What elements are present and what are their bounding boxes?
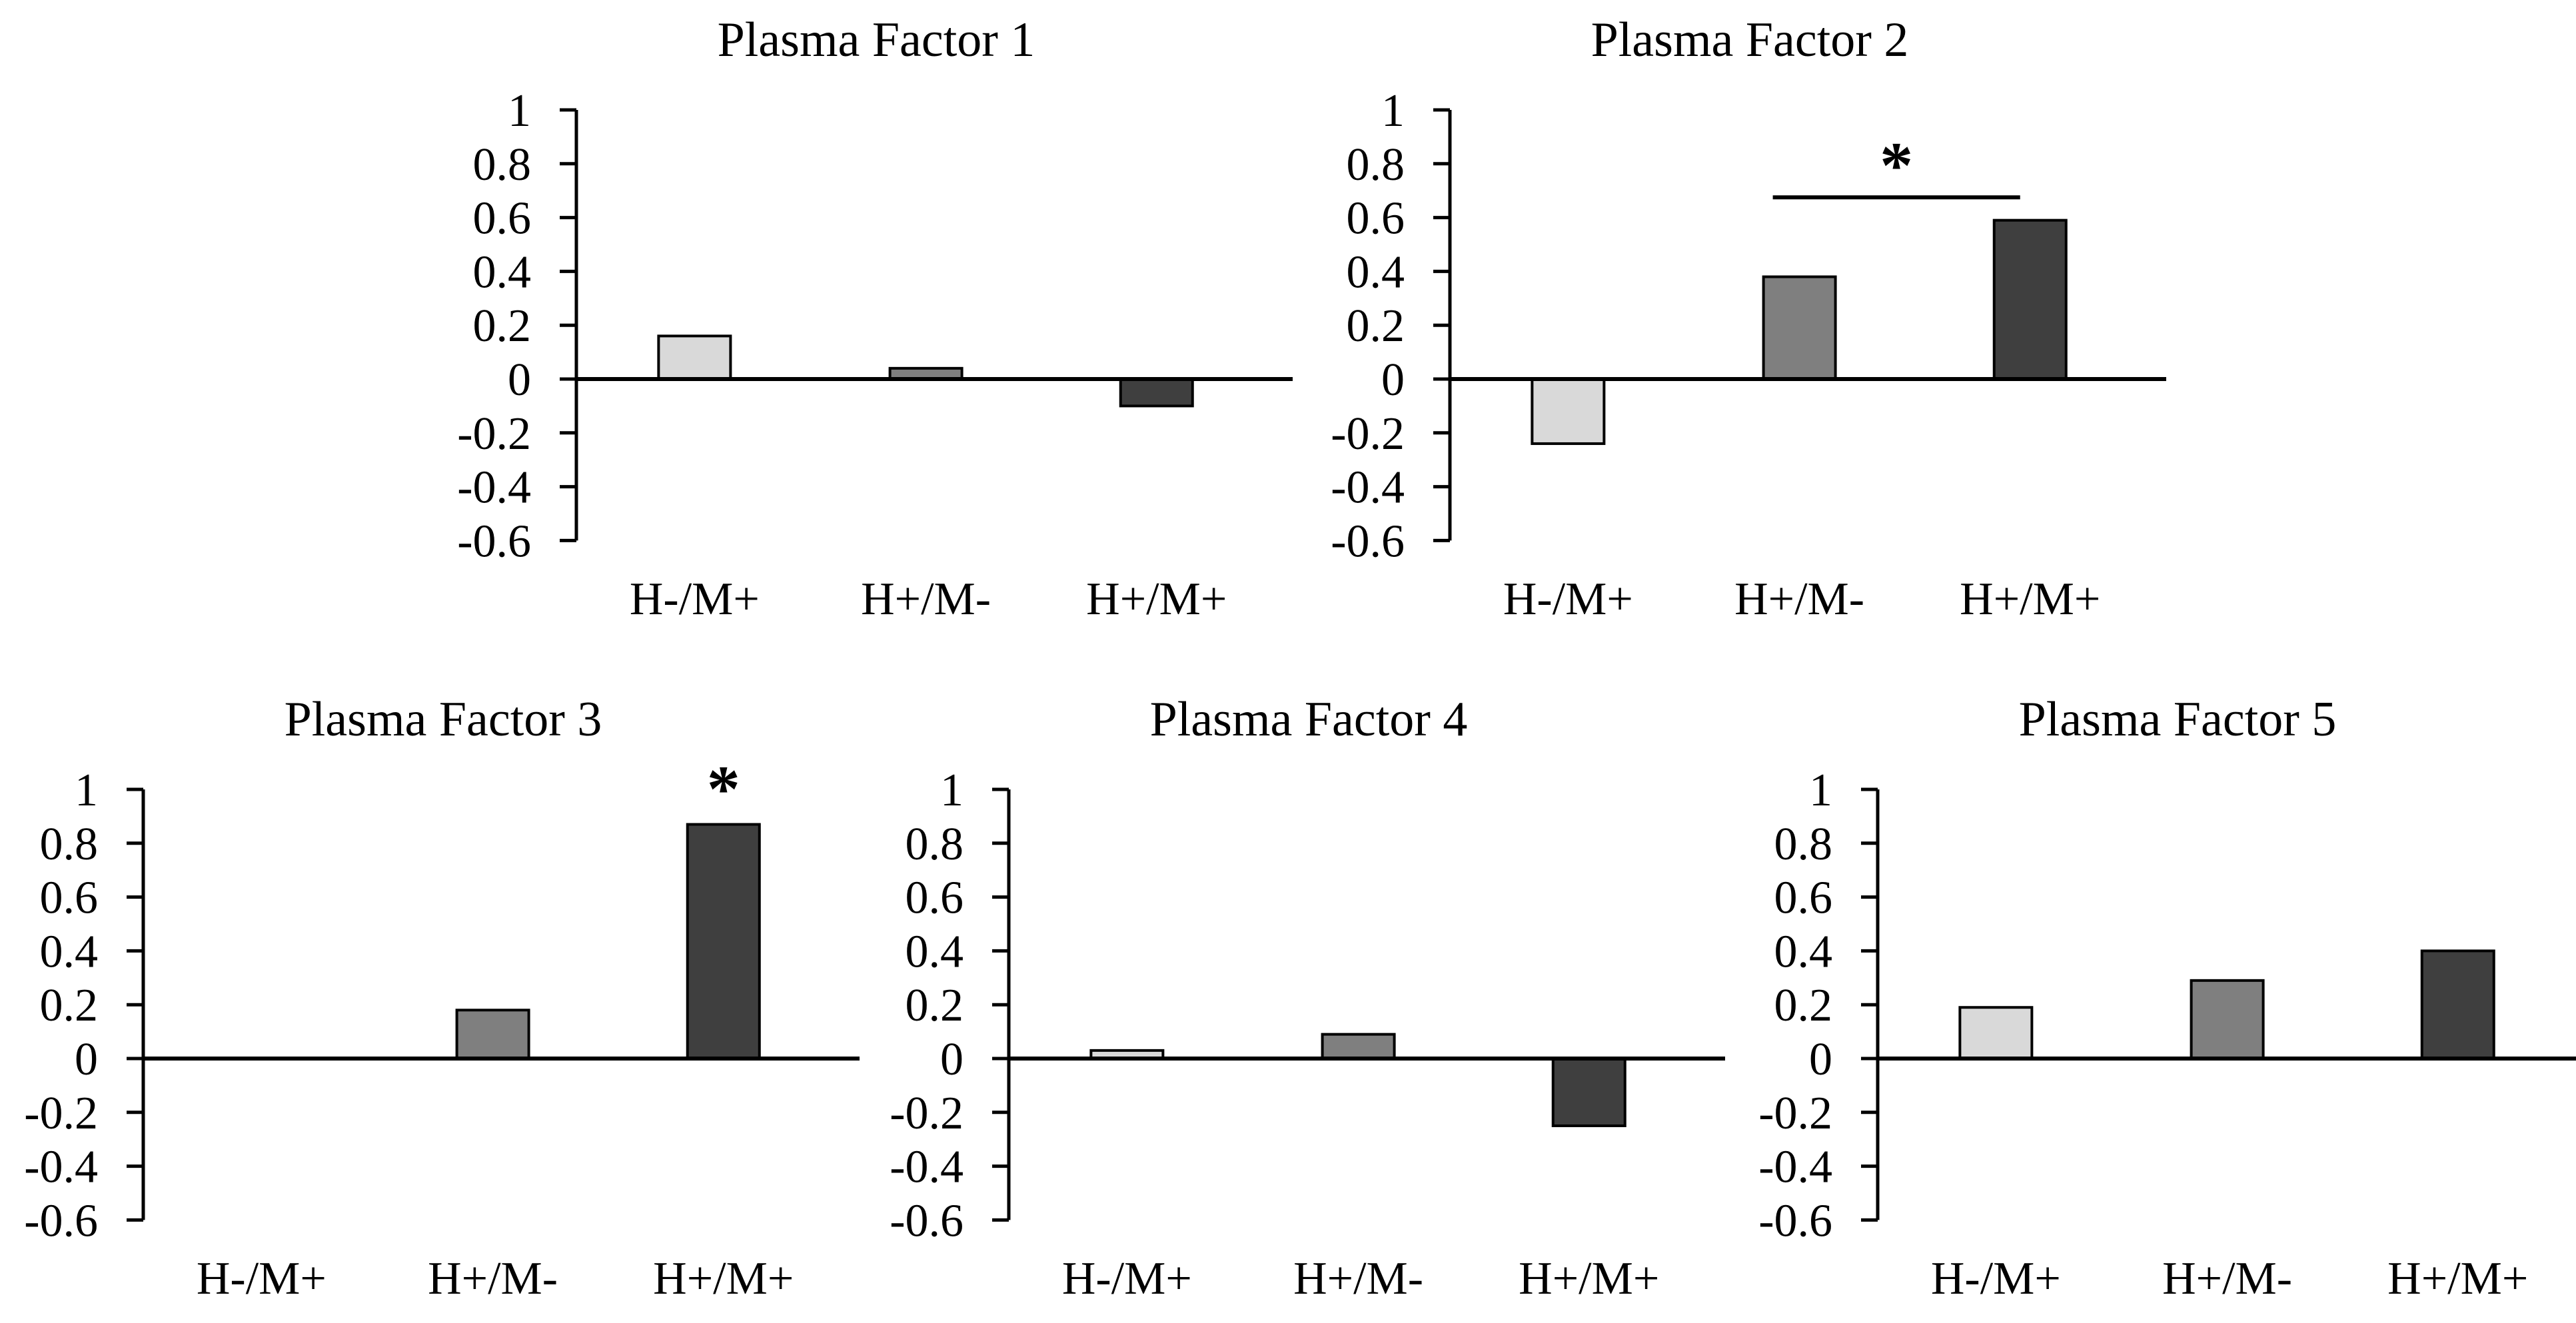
bar-h-plus-m-minus [455, 1009, 530, 1060]
y-axis-tick-label: 1 [75, 765, 98, 816]
category-label-h-minus-m-plus: H-/M+ [197, 1253, 326, 1304]
y-axis-tick-label: 0 [1381, 354, 1405, 406]
y-axis-tick-label: 0.8 [906, 819, 964, 870]
bar-h-plus-m-plus [1551, 1057, 1626, 1127]
chart-svg-plasma-factor-1: Plasma Factor 1 10.80.60.40.20-0.2-0.4-0.… [457, 13, 1293, 625]
chart-svg-plasma-factor-5: Plasma Factor 5 10.80.60.40.20-0.2-0.4-0.… [1758, 692, 2576, 1304]
y-axis-tick-label: 0.6 [1774, 873, 1833, 924]
y-axis-tick-label: -0.2 [890, 1088, 964, 1139]
bar-h-plus-m-plus [2420, 949, 2495, 1060]
y-axis-tick-label: 0 [940, 1034, 964, 1085]
chart-plasma-factor-2: Plasma Factor 2 1 0.8 0.6 0.4 0.2 0 -0.2 -0.4 -0.… [1297, 0, 2216, 644]
chart-svg-plasma-factor-2: Plasma Factor 2 10.80.60.40.20-0.2-0.4-0.… [1331, 13, 2166, 625]
bar-h-plus-m-minus [1321, 1033, 1396, 1061]
y-axis-tick-label: 0.2 [906, 980, 964, 1031]
category-label-h-plus-m-plus: H+/M+ [1086, 574, 1227, 625]
y-axis-tick-label: -0.4 [1758, 1142, 1832, 1193]
bar-h-plus-m-minus [2190, 979, 2265, 1060]
category-label-h-minus-m-plus: H-/M+ [1503, 574, 1633, 625]
chart-plasma-factor-3: Plasma Factor 3 1 0.8 0.6 0.4 0.2 0 -0.2 -0.4 -0.… [0, 679, 910, 1323]
bar-h-plus-m-minus [1762, 275, 1837, 381]
y-axis-tick-label: 0.6 [906, 873, 964, 924]
y-axis-tick-label: -0.4 [457, 462, 531, 514]
category-label-h-plus-m-minus: H+/M- [1734, 574, 1864, 625]
y-axis-tick-label: -0.4 [24, 1142, 98, 1193]
category-label-h-minus-m-plus: H-/M+ [1931, 1253, 2061, 1304]
y-axis-tick-label: 0.4 [40, 926, 99, 977]
bar-h-minus-m-plus [657, 334, 732, 380]
y-axis-tick-label: -0.4 [890, 1142, 964, 1193]
y-axis-tick-label: 0 [508, 354, 531, 406]
y-axis-tick-label: 0.2 [1774, 980, 1833, 1031]
category-label-h-minus-m-plus: H-/M+ [630, 574, 760, 625]
chart-title: Plasma Factor 3 [285, 692, 602, 747]
significance-star: * [1880, 128, 1913, 202]
bar-h-minus-m-plus [1958, 1006, 2034, 1060]
y-axis-tick-label: -0.6 [890, 1195, 964, 1246]
y-axis-tick-label: 0.8 [1347, 139, 1405, 191]
y-axis-tick-label: -0.6 [24, 1195, 98, 1246]
chart-title: Plasma Factor 4 [1150, 692, 1468, 747]
chart-plasma-factor-1: Plasma Factor 1 1 0.8 0.6 0.4 0.2 0 -0.2 -0.4 -0.… [423, 0, 1343, 644]
y-axis-tick-label: 0.4 [473, 246, 532, 298]
category-label-h-plus-m-minus: H+/M- [428, 1253, 558, 1304]
chart-title: Plasma Factor 2 [1591, 13, 1909, 67]
bar-h-minus-m-plus [1531, 378, 1606, 445]
category-label-h-plus-m-minus: H+/M- [1293, 1253, 1423, 1304]
category-label-h-minus-m-plus: H-/M+ [1062, 1253, 1192, 1304]
category-label-h-plus-m-plus: H+/M+ [1519, 1253, 1659, 1304]
category-label-h-plus-m-plus: H+/M+ [2387, 1253, 2528, 1304]
y-axis-tick-label: 1 [508, 85, 531, 137]
y-axis-tick-label: 0.4 [1347, 246, 1405, 298]
bar-h-plus-m-plus [686, 823, 761, 1061]
y-axis-tick-label: 1 [1381, 85, 1405, 137]
chart-title: Plasma Factor 1 [718, 13, 1035, 67]
y-axis-tick-label: -0.2 [1758, 1088, 1832, 1139]
y-axis-tick-label: 0.8 [40, 819, 99, 870]
y-axis-tick-label: -0.2 [457, 408, 531, 460]
category-label-h-plus-m-minus: H+/M- [861, 574, 991, 625]
chart-plasma-factor-5: Plasma Factor 5 1 0.8 0.6 0.4 0.2 0 -0.2 -0.4 -0.… [1724, 679, 2576, 1323]
category-label-h-plus-m-plus: H+/M+ [653, 1253, 794, 1304]
y-axis-tick-label: 0.8 [473, 139, 532, 191]
y-axis-tick-label: 0 [75, 1034, 98, 1085]
category-label-h-plus-m-minus: H+/M- [2162, 1253, 2292, 1304]
chart-svg-plasma-factor-3: Plasma Factor 3 10.80.60.40.20-0.2-0.4-0.… [24, 692, 860, 1304]
y-axis-tick-label: -0.6 [1331, 516, 1405, 567]
y-axis-tick-label: -0.6 [457, 516, 531, 567]
category-label-h-plus-m-plus: H+/M+ [1960, 574, 2100, 625]
y-axis-tick-label: 0.6 [1347, 193, 1405, 244]
y-axis-tick-label: -0.2 [24, 1088, 98, 1139]
y-axis-tick-label: 0.8 [1774, 819, 1833, 870]
y-axis-tick-label: 0.2 [1347, 300, 1405, 352]
y-axis-tick-label: 1 [1809, 765, 1832, 816]
chart-plasma-factor-4: Plasma Factor 4 1 0.8 0.6 0.4 0.2 0 -0.2 -0.4 -0.… [856, 679, 1775, 1323]
significance-star: * [707, 752, 740, 826]
bar-h-plus-m-plus [1119, 378, 1194, 408]
y-axis-tick-label: -0.6 [1758, 1195, 1832, 1246]
y-axis-tick-label: -0.2 [1331, 408, 1405, 460]
y-axis-tick-label: 0.2 [40, 980, 99, 1031]
chart-svg-plasma-factor-4: Plasma Factor 4 10.80.60.40.20-0.2-0.4-0.… [890, 692, 1725, 1304]
y-axis-tick-label: 0.6 [473, 193, 532, 244]
y-axis-tick-label: 0.4 [906, 926, 964, 977]
y-axis-tick-label: 0.2 [473, 300, 532, 352]
y-axis-tick-label: 0.6 [40, 873, 99, 924]
y-axis-tick-label: -0.4 [1331, 462, 1405, 514]
y-axis-tick-label: 1 [940, 765, 964, 816]
y-axis-tick-label: 0.4 [1774, 926, 1833, 977]
bar-h-plus-m-plus [1992, 219, 2068, 381]
chart-title: Plasma Factor 5 [2019, 692, 2337, 747]
y-axis-tick-label: 0 [1809, 1034, 1832, 1085]
